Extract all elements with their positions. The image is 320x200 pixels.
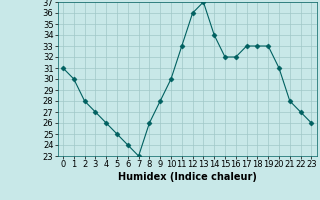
X-axis label: Humidex (Indice chaleur): Humidex (Indice chaleur) — [118, 172, 257, 182]
